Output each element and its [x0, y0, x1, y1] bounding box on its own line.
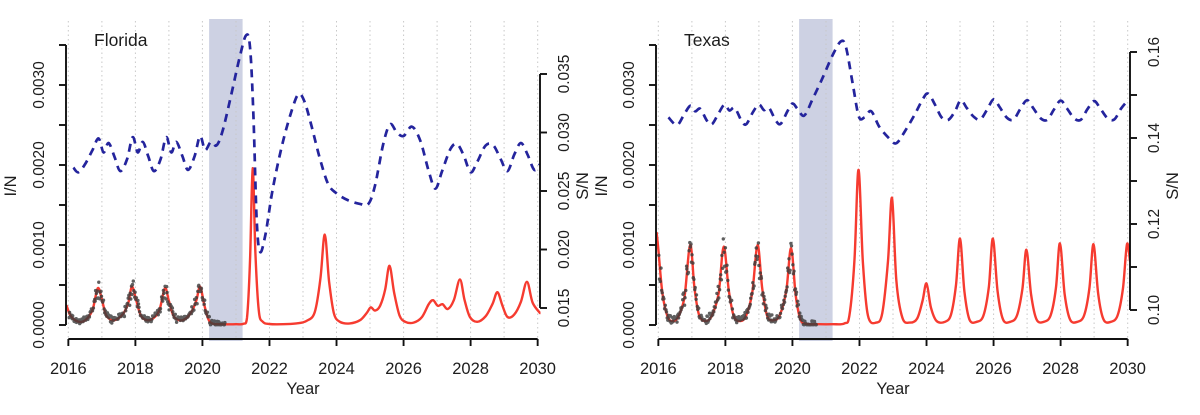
- y-right-tick-label: 0.16: [1146, 37, 1163, 67]
- y-left-tick-label: 0.0020: [31, 141, 48, 189]
- x-tick-label: 2024: [318, 360, 355, 378]
- x-axis-title-florida: Year: [286, 380, 320, 398]
- axes: [649, 44, 1137, 346]
- observed-data-dots: [657, 237, 818, 327]
- panel-florida: 0.0000 0.0010 0.0020 0.0030 0.015 0.020 0.025 0…: [31, 19, 573, 378]
- x-tick-label: 2018: [707, 360, 744, 378]
- y-left-tick-label: 0.0000: [621, 301, 638, 349]
- y-left-tick-label: 0.0030: [621, 61, 638, 109]
- y-right-tick-label: 0.015: [556, 289, 573, 328]
- panel-title-texas: Texas: [684, 30, 730, 50]
- labels-layer: Florida Year I/N S/N Texas Year I/N S/N: [2, 30, 1182, 398]
- y-right-axis-title-texas: S/N: [1164, 172, 1182, 200]
- x-tick-label: 2022: [841, 360, 878, 378]
- x-tick-label: 2020: [184, 360, 221, 378]
- y-right-tick-label: 0.10: [1146, 295, 1163, 326]
- x-tick-label: 2030: [1109, 360, 1146, 378]
- plot-area: [65, 19, 541, 341]
- y-right-axis-title-florida: S/N: [574, 172, 592, 200]
- y-left-axis-title-florida: I/N: [2, 175, 20, 196]
- x-tick-label: 2020: [774, 360, 811, 378]
- x-tick-label: 2016: [50, 360, 87, 378]
- y-left-tick-label: 0.0000: [31, 301, 48, 349]
- x-tick-label: 2022: [251, 360, 288, 378]
- x-tick-label: 2016: [640, 360, 677, 378]
- panel-texas: 0.0000 0.0010 0.0020 0.0030 0.10 0.12 0.14 0.16…: [621, 19, 1163, 378]
- x-tick-label: 2018: [117, 360, 154, 378]
- x-tick-label: 2028: [452, 360, 489, 378]
- plot-layer: 0.0000 0.0010 0.0020 0.0030 0.015 0.020 0.025 0…: [31, 19, 1163, 378]
- y-right-tick-label: 0.12: [1146, 209, 1163, 239]
- x-tick-label: 2028: [1042, 360, 1079, 378]
- susceptible-fraction-curve: [72, 33, 541, 254]
- y-right-tick-label: 0.14: [1146, 123, 1163, 154]
- x-tick-label: 2026: [385, 360, 422, 378]
- y-left-tick-label: 0.0020: [621, 141, 638, 189]
- y-left-tick-label: 0.0030: [31, 61, 48, 109]
- y-left-tick-label: 0.0010: [31, 221, 48, 269]
- x-axis-title-texas: Year: [876, 380, 910, 398]
- npi-shading-band: [209, 19, 243, 341]
- panel-title-florida: Florida: [94, 30, 148, 50]
- axes: [59, 44, 547, 346]
- plot-area: [655, 19, 1131, 341]
- y-right-tick-label: 0.020: [556, 230, 573, 269]
- y-left-axis-title-texas: I/N: [593, 175, 611, 196]
- y-left-tick-label: 0.0010: [621, 221, 638, 269]
- x-tick-label: 2030: [519, 360, 556, 378]
- x-tick-label: 2026: [975, 360, 1012, 378]
- npi-shading-band: [799, 19, 833, 341]
- y-right-tick-label: 0.025: [556, 172, 573, 211]
- y-right-tick-label: 0.030: [556, 113, 573, 152]
- y-right-tick-label: 0.035: [556, 55, 573, 94]
- x-tick-label: 2024: [908, 360, 945, 378]
- susceptible-fraction-curve: [667, 39, 1129, 145]
- observed-data-dots: [67, 279, 227, 327]
